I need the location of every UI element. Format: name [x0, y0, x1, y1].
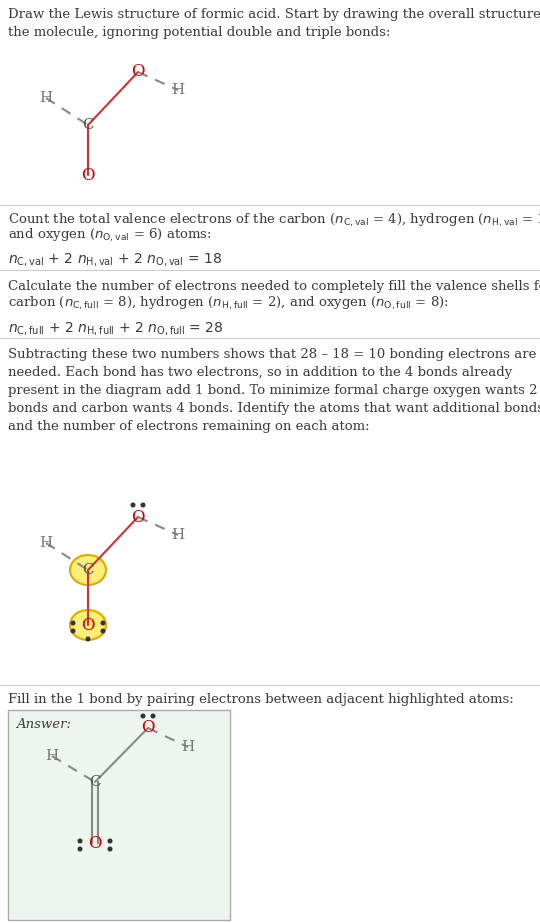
Text: O: O [88, 834, 102, 852]
Circle shape [78, 839, 82, 843]
Circle shape [86, 637, 90, 641]
Text: Draw the Lewis structure of formic acid. Start by drawing the overall structure : Draw the Lewis structure of formic acid.… [8, 8, 540, 39]
Text: H: H [171, 528, 185, 542]
Text: H: H [39, 91, 52, 105]
Ellipse shape [70, 610, 106, 640]
Circle shape [101, 621, 105, 625]
Circle shape [141, 503, 145, 507]
Text: Count the total valence electrons of the carbon ($n_{\rm C,val}$ = 4), hydrogen : Count the total valence electrons of the… [8, 212, 540, 229]
Circle shape [151, 714, 155, 718]
Text: Calculate the number of electrons needed to completely fill the valence shells f: Calculate the number of electrons needed… [8, 280, 540, 293]
Text: Answer:: Answer: [16, 718, 71, 731]
Ellipse shape [70, 555, 106, 585]
FancyBboxPatch shape [8, 710, 230, 920]
Circle shape [71, 629, 75, 633]
Text: carbon ($n_{\rm C,full}$ = 8), hydrogen ($n_{\rm H,full}$ = 2), and oxygen ($n_{: carbon ($n_{\rm C,full}$ = 8), hydrogen … [8, 295, 449, 312]
Text: Subtracting these two numbers shows that 28 – 18 = 10 bonding electrons are
need: Subtracting these two numbers shows that… [8, 348, 540, 433]
Circle shape [101, 629, 105, 633]
Text: Fill in the 1 bond by pairing electrons between adjacent highlighted atoms:: Fill in the 1 bond by pairing electrons … [8, 693, 514, 706]
Text: O: O [131, 509, 145, 525]
Circle shape [108, 847, 112, 851]
Circle shape [78, 847, 82, 851]
Text: O: O [81, 617, 94, 633]
Text: $n_{\rm C,val}$ + 2 $n_{\rm H,val}$ + 2 $n_{\rm O,val}$ = 18: $n_{\rm C,val}$ + 2 $n_{\rm H,val}$ + 2 … [8, 251, 222, 268]
Text: H: H [171, 83, 185, 97]
Text: C: C [82, 563, 94, 577]
Circle shape [71, 621, 75, 625]
Text: O: O [81, 166, 94, 184]
Text: H: H [39, 536, 52, 550]
Text: H: H [181, 740, 194, 754]
Text: O: O [131, 64, 145, 80]
Text: H: H [45, 749, 59, 763]
Circle shape [141, 714, 145, 718]
Text: O: O [141, 720, 155, 737]
Text: and oxygen ($n_{\rm O,val}$ = 6) atoms:: and oxygen ($n_{\rm O,val}$ = 6) atoms: [8, 227, 212, 245]
Circle shape [108, 839, 112, 843]
Text: $n_{\rm C,full}$ + 2 $n_{\rm H,full}$ + 2 $n_{\rm O,full}$ = 28: $n_{\rm C,full}$ + 2 $n_{\rm H,full}$ + … [8, 320, 224, 337]
Text: C: C [89, 775, 101, 789]
Circle shape [131, 503, 135, 507]
Text: C: C [82, 118, 94, 132]
